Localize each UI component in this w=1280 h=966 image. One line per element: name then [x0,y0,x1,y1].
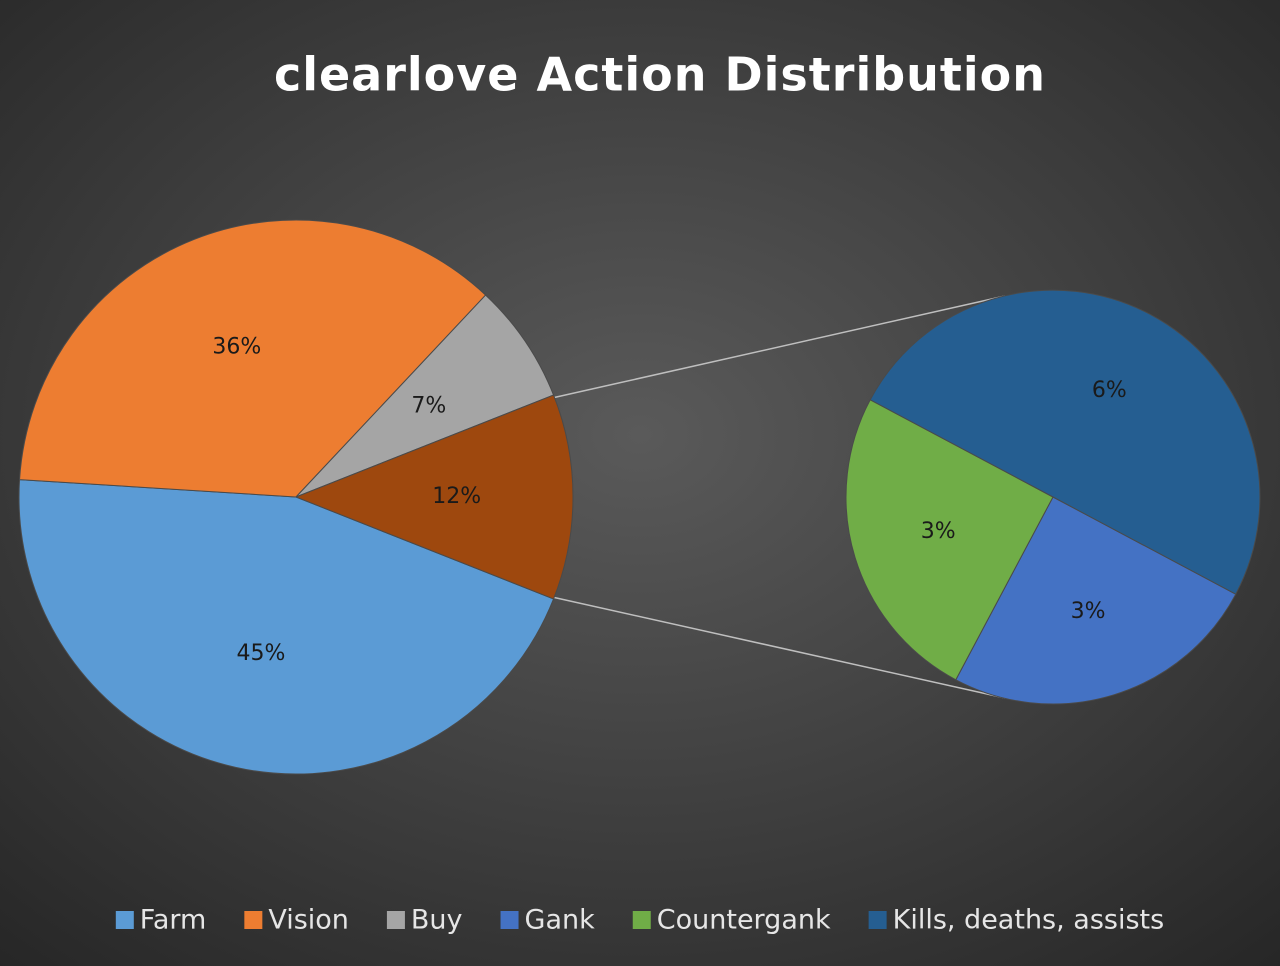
data-label: 3% [921,519,956,544]
pie-slice [19,219,487,498]
pie-slice [18,479,555,775]
legend-label: Farm [140,905,207,936]
connector-line [551,295,1006,399]
data-label: 45% [236,641,285,666]
data-label: 7% [411,394,446,419]
data-label: 6% [1092,378,1127,403]
data-label: 36% [212,335,261,360]
legend: Farm Vision Buy Gank Countergank Kills, death… [115,905,1165,936]
data-label: 12% [432,484,481,509]
connector-line [551,596,1006,699]
legend-label: Countergank [657,905,831,936]
legend-swatch [632,911,651,929]
legend-swatch [868,911,887,929]
legend-swatch [500,911,519,929]
pie-slice [294,394,574,600]
legend-swatch [115,911,134,929]
data-label: 3% [1071,599,1106,624]
pie-slice [869,289,1261,595]
legend-label: Vision [268,905,349,936]
legend-swatch [386,911,405,929]
legend-label: Gank [525,905,596,936]
legend-label: Kills, deaths, assists [893,905,1165,936]
pie-slice [295,294,555,498]
legend-swatch [244,911,263,929]
legend-label: Buy [411,905,463,936]
chart-title: clearlove Action Distribution [274,48,1046,102]
